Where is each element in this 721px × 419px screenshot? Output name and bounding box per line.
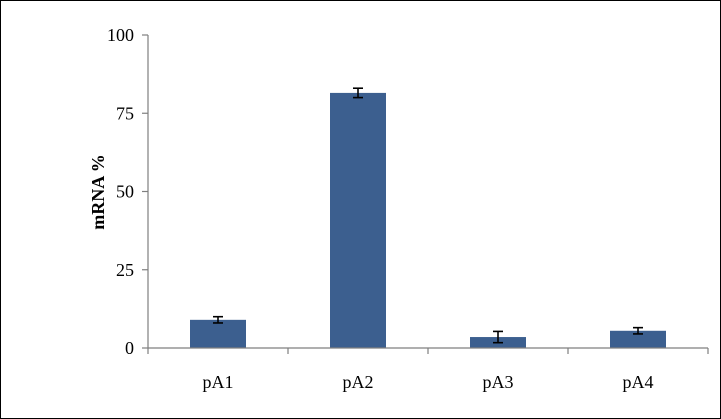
y-axis-label: mRNA % — [88, 154, 108, 230]
x-tick-label-pA2: pA2 — [343, 372, 374, 392]
y-tick-label-25: 25 — [116, 260, 134, 280]
x-axis-ticks: pA1 pA2 pA3 pA4 — [147, 348, 709, 392]
error-bar-pA2 — [353, 87, 363, 99]
error-bar-pA1 — [213, 315, 223, 324]
x-tick-label-pA4: pA4 — [623, 372, 654, 392]
bar-pA4 — [610, 330, 666, 348]
y-axis-ticks: 0 25 50 75 100 — [107, 25, 148, 358]
error-bar-pA3 — [493, 330, 503, 344]
error-bar-pA4 — [633, 326, 643, 335]
x-tick-label-pA1: pA1 — [203, 372, 234, 392]
bars — [190, 92, 666, 348]
bar-pA2 — [330, 92, 386, 348]
y-tick-label-100: 100 — [107, 25, 134, 45]
error-bars — [213, 87, 643, 344]
bar-pA1 — [190, 319, 246, 348]
y-tick-label-50: 50 — [116, 182, 134, 202]
y-tick-label-0: 0 — [125, 338, 134, 358]
y-tick-label-75: 75 — [116, 103, 134, 123]
x-tick-label-pA3: pA3 — [483, 372, 514, 392]
